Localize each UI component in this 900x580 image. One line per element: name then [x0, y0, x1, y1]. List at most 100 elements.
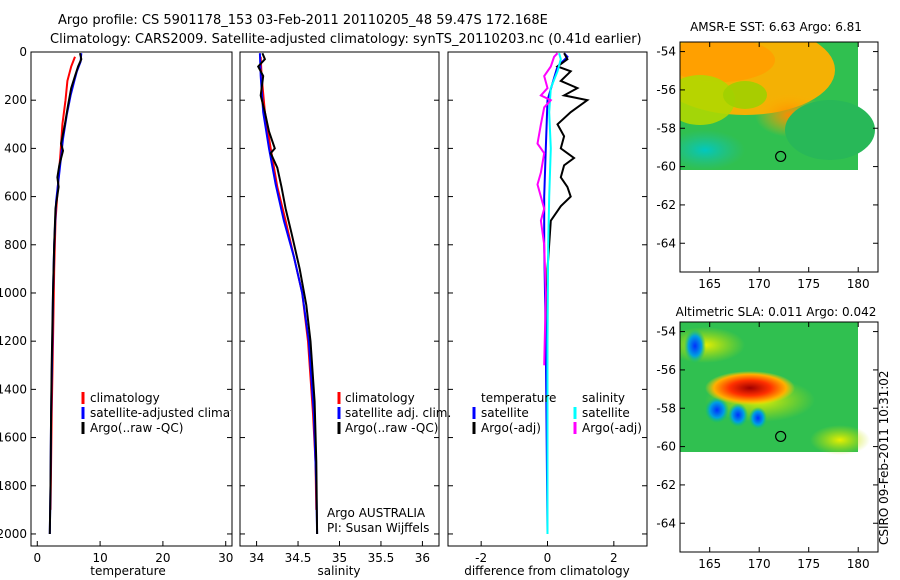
profile-plots: 0 10 20 30020040060080010001200140016001800… — [0, 45, 647, 565]
sla-high-eddy — [705, 371, 795, 405]
difference-xtick-label: 0 — [544, 551, 552, 565]
salinity-xlabel: salinity — [317, 564, 360, 578]
temperature-ytick-label: 0 — [19, 45, 27, 59]
sla-map-field — [680, 322, 870, 455]
temperature-ytick-label: 1200 — [0, 334, 27, 348]
legend-label-sal-satellite: satellite — [582, 406, 630, 420]
sst-mid-patch — [723, 81, 767, 109]
temperature-ytick-label: 200 — [4, 93, 27, 107]
salinity-xtick-label: 36 — [415, 551, 430, 565]
sst-warm-core — [680, 42, 775, 82]
legend-label-temp-argo: Argo(-adj) — [481, 421, 541, 435]
salinity-xtick-label: 35.5 — [368, 551, 395, 565]
sla-low-eddy-3 — [728, 403, 748, 427]
sla-argo-location-marker — [775, 430, 787, 443]
difference-plot: -2 0 2 — [448, 51, 647, 565]
temperature-ytick-label: 1800 — [0, 479, 27, 493]
salinity-series-climatology — [259, 56, 318, 510]
temperature-ytick-label: 800 — [4, 238, 27, 252]
sst-xtick-label: 165 — [698, 277, 721, 291]
difference-legend: temperature satellite Argo(-adj) salinit… — [472, 391, 642, 435]
sst-ytick-label: -58 — [656, 121, 676, 135]
temperature-ytick-label: 1400 — [0, 382, 27, 396]
temperature-axes — [30, 51, 233, 547]
sst-mid-region — [680, 75, 735, 125]
difference-series-salinity-argo-adj- — [536, 52, 559, 366]
sla-ytick-label: -62 — [656, 478, 676, 492]
salinity-legend: climatology satellite adj. clim. Argo(..… — [337, 391, 451, 435]
sst-map-title: AMSR-E SST: 6.63 Argo: 6.81 — [690, 20, 862, 34]
sla-high-patch-2 — [810, 425, 870, 455]
argo-pi-label: PI: Susan Wijffels — [327, 521, 429, 535]
sst-xtick-label: 180 — [847, 277, 870, 291]
sst-cool-east — [785, 100, 875, 160]
sla-ytick-label: -56 — [656, 363, 676, 377]
salinity-xtick-label: 35 — [332, 551, 347, 565]
sst-ytick-label: -54 — [656, 45, 676, 59]
difference-series-salinity-satellite — [546, 52, 562, 534]
salinity-axes — [239, 51, 440, 547]
sst-cool-southwest — [680, 130, 745, 170]
legend-label-sal-argo: Argo(-adj) — [582, 421, 642, 435]
sst-xtick-label: 170 — [748, 277, 771, 291]
sla-xtick-label: 165 — [698, 557, 721, 571]
temperature-ytick-label: 2000 — [0, 527, 27, 541]
temperature-xtick-label: 30 — [218, 551, 233, 565]
figure-title-line2: Climatology: CARS2009. Satellite-adjuste… — [50, 32, 642, 47]
sla-ytick-label: -54 — [656, 325, 676, 339]
salinity-xtick-label: 34 — [249, 551, 264, 565]
legend-clip: satellite-adjusted climatology — [90, 406, 268, 420]
sst-ytick-label: -64 — [656, 236, 676, 250]
sst-ytick-label: -60 — [656, 160, 676, 174]
figure-title-line1: Argo profile: CS 5901178_153 03-Feb-2011… — [58, 13, 548, 28]
sla-low-eddy-2 — [705, 397, 729, 423]
temperature-series-argo-raw-qc- — [48, 52, 83, 535]
salinity-plot: 34 34.5 35 35.5 36 — [240, 51, 439, 565]
temperature-xtick-label: 20 — [155, 551, 170, 565]
difference-xtick-label: -2 — [475, 551, 487, 565]
temperature-legend: climatology satellite-adjusted climatolo… — [81, 391, 268, 435]
sst-argo-location-marker — [775, 150, 787, 163]
temperature-ytick-label: 600 — [4, 190, 27, 204]
difference-xtick-label: 2 — [610, 551, 618, 565]
sst-xtick-label: 175 — [797, 277, 820, 291]
sla-map-title: Altimetric SLA: 0.011 Argo: 0.042 — [676, 305, 877, 319]
creation-stamp: CSIRO 09-Feb-2011 10:31:02 — [877, 370, 891, 545]
sst-map-ticks: 165 170 175 180 -54 -56 -58 -60 -62 -64 — [656, 42, 878, 291]
sla-ytick-label: -64 — [656, 516, 676, 530]
difference-xlabel: difference from climatology — [464, 564, 630, 578]
legend-label-argo: Argo(..raw -QC) — [345, 421, 438, 435]
temperature-ytick-label: 1600 — [0, 431, 27, 445]
temperature-ytick-label: 1000 — [0, 286, 27, 300]
legend-title-temperature: temperature — [481, 391, 556, 405]
legend-label-argo: Argo(..raw -QC) — [90, 421, 183, 435]
temperature-xtick-label: 10 — [92, 551, 107, 565]
sla-xtick-label: 170 — [748, 557, 771, 571]
sla-map-axes — [679, 321, 879, 553]
sla-map-ticks: 165 170 175 180 -54 -56 -58 -60 -62 -64 — [656, 322, 878, 571]
legend-label-temp-satellite: satellite — [481, 406, 529, 420]
temperature-plot: 0 10 20 30 0 200 400 600 800 1000 1200 1400 1600 1800… — [0, 45, 233, 565]
legend-label-satellite-adjusted: satellite-adjusted climatology — [90, 406, 268, 420]
salinity-series-argo-raw-qc- — [256, 52, 319, 535]
temperature-xtick-label: 0 — [33, 551, 41, 565]
temperature-ytick-label: 400 — [4, 141, 27, 155]
sla-ytick-label: -58 — [656, 401, 676, 415]
temperature-xlabel: temperature — [90, 564, 165, 578]
legend-label-climatology: climatology — [90, 391, 160, 405]
sla-low-eddy-4 — [749, 407, 767, 429]
legend-label-satellite-adj-clim: satellite adj. clim. — [345, 406, 451, 420]
sst-map-axes — [679, 41, 879, 273]
sst-ytick-label: -62 — [656, 198, 676, 212]
sla-low-eddy-1 — [684, 329, 706, 363]
legend-title-salinity: salinity — [582, 391, 625, 405]
sst-ytick-label: -56 — [656, 83, 676, 97]
salinity-xtick-label: 34.5 — [285, 551, 312, 565]
legend-label-climatology: climatology — [345, 391, 415, 405]
difference-series-temperature-argo-adj- — [546, 52, 590, 534]
sla-ytick-label: -60 — [656, 440, 676, 454]
sst-map-field — [680, 42, 875, 170]
argo-program-label: Argo AUSTRALIA — [327, 506, 426, 520]
